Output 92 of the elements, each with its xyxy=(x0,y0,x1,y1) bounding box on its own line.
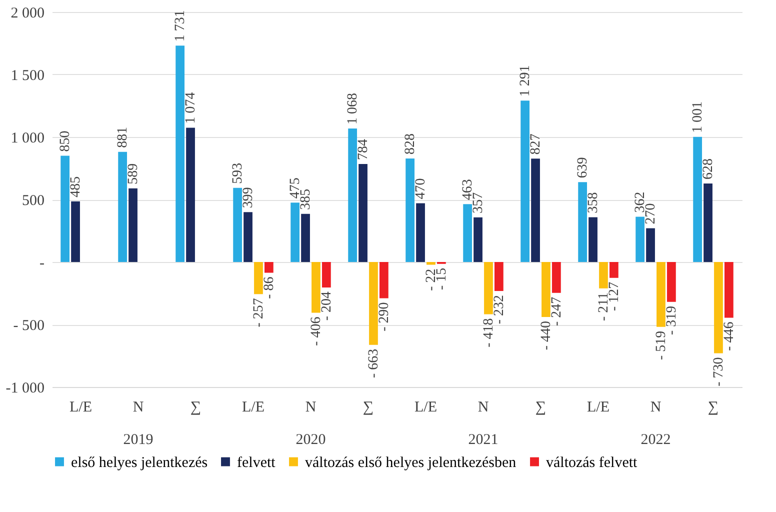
data-label: - 446 xyxy=(722,322,737,351)
bar xyxy=(186,128,195,262)
bar xyxy=(118,152,128,262)
bar xyxy=(646,228,655,262)
x-tick-label: L/E xyxy=(242,400,264,416)
data-label: 850 xyxy=(58,130,74,152)
legend-label: változás felvett xyxy=(546,454,638,471)
x-tick-label: ∑ xyxy=(362,400,374,416)
bar xyxy=(312,262,320,313)
data-label: - 86 xyxy=(262,276,277,299)
bar xyxy=(71,201,80,262)
bar xyxy=(704,184,712,262)
bar xyxy=(474,217,482,262)
x-tick-label: ∑ xyxy=(535,400,546,416)
data-label: - 730 xyxy=(711,357,726,386)
bar xyxy=(176,46,185,262)
bar xyxy=(494,262,504,291)
legend-label: első helyes jelentkezés xyxy=(71,454,208,471)
data-label: 881 xyxy=(116,126,131,148)
x-tick-label: ∑ xyxy=(190,400,202,416)
y-tick-label: -1 000 xyxy=(6,380,44,396)
x-tick-label: N xyxy=(650,400,662,416)
data-label: 1 074 xyxy=(184,92,199,124)
data-label: 639 xyxy=(576,157,591,178)
text: 2019 xyxy=(123,432,154,448)
x-tick-label: L/E xyxy=(70,400,92,416)
bar xyxy=(588,217,598,262)
bar xyxy=(128,188,138,262)
bar xyxy=(426,262,436,265)
bar xyxy=(609,262,618,278)
data-label: 589 xyxy=(126,163,142,184)
bar xyxy=(542,262,550,317)
x-tick-label: L/E xyxy=(587,400,610,416)
bar xyxy=(322,262,331,288)
x-tick-label: N xyxy=(132,400,144,416)
bar xyxy=(531,158,540,262)
text: 2021 xyxy=(468,432,498,448)
data-label: 827 xyxy=(528,134,544,155)
data-label: 358 xyxy=(586,192,602,214)
x-tick-label: ∑ xyxy=(708,400,719,416)
data-label: 784 xyxy=(356,139,372,160)
y-tick-label: - 500 xyxy=(13,318,44,334)
bar xyxy=(599,262,608,288)
bar xyxy=(666,262,676,302)
y-tick-label: - xyxy=(40,256,44,272)
bar xyxy=(552,262,561,293)
bar xyxy=(406,158,415,262)
legend-label: felvett xyxy=(237,454,276,471)
text: 2022 xyxy=(640,432,671,448)
y-tick-label: 500 xyxy=(22,193,44,209)
bar xyxy=(358,164,368,262)
y-tick-label: 2 000 xyxy=(10,6,44,22)
bar xyxy=(416,203,425,262)
x-tick-label: L/E xyxy=(414,400,437,416)
y-tick-label: 1 500 xyxy=(10,68,44,84)
data-label: 828 xyxy=(403,134,418,154)
bar xyxy=(60,156,70,262)
bar xyxy=(290,202,300,262)
data-label: 593 xyxy=(230,162,246,184)
data-label: 1 731 xyxy=(173,10,188,42)
x-tick-label: N xyxy=(305,400,316,416)
bar xyxy=(233,188,242,262)
data-label: 399 xyxy=(241,187,256,208)
bar xyxy=(578,182,588,262)
bar xyxy=(369,262,378,345)
data-label: 1 068 xyxy=(346,93,361,124)
bar xyxy=(656,262,666,327)
data-label: 470 xyxy=(414,178,429,200)
bar xyxy=(244,212,252,262)
bar xyxy=(693,136,702,262)
bar xyxy=(348,128,358,262)
x-tick-label: N xyxy=(478,400,489,416)
data-label: - 290 xyxy=(376,302,392,332)
data-label: 1 001 xyxy=(690,101,706,133)
bar xyxy=(379,262,388,298)
y-tick-label: 1 000 xyxy=(10,130,44,146)
data-label: 1 291 xyxy=(518,65,534,97)
data-label: - 257 xyxy=(251,298,266,328)
text: 2020 xyxy=(296,432,326,448)
bar xyxy=(636,216,645,262)
bar xyxy=(724,262,734,318)
bar xyxy=(463,204,472,262)
bar xyxy=(484,262,493,314)
bar xyxy=(714,262,723,354)
bar xyxy=(520,100,530,262)
bar xyxy=(301,214,310,262)
data-label: - 663 xyxy=(366,348,382,378)
data-label: 628 xyxy=(701,158,716,180)
bar xyxy=(254,262,263,294)
bar xyxy=(264,262,274,273)
legend-label: változás első helyes jelentkezésben xyxy=(305,454,517,471)
data-label: 485 xyxy=(68,176,84,198)
